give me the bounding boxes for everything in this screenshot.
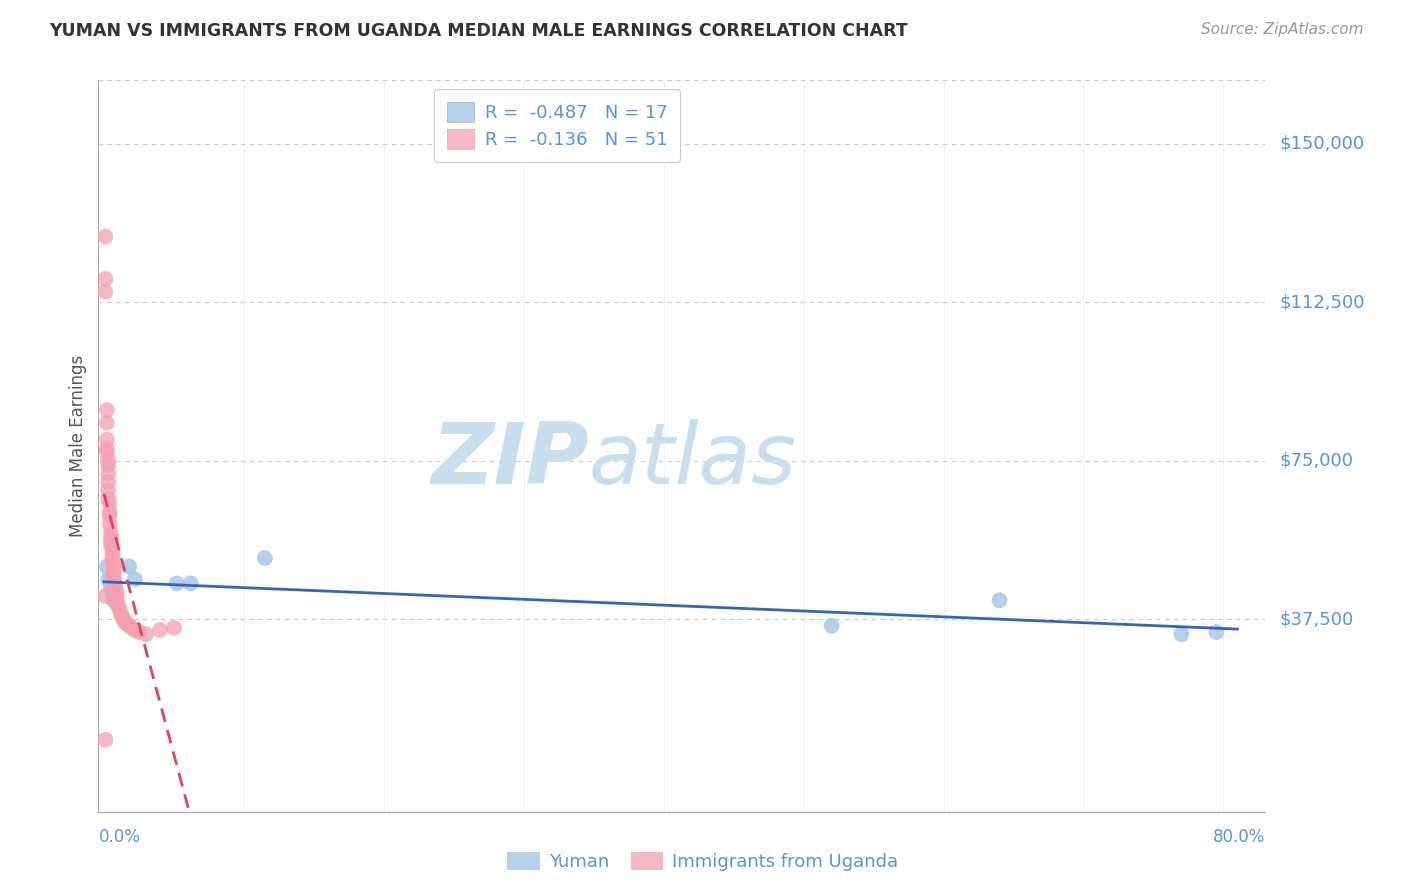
Point	[1170, 627, 1192, 641]
Point	[94, 732, 117, 747]
Point	[124, 623, 146, 637]
Point	[988, 593, 1011, 607]
Text: $75,000: $75,000	[1279, 451, 1354, 470]
Point	[94, 285, 117, 299]
Point	[105, 593, 128, 607]
Point	[101, 547, 124, 561]
Point	[97, 467, 120, 481]
Point	[101, 589, 124, 603]
Point	[820, 618, 842, 632]
Point	[104, 581, 127, 595]
Text: 80.0%: 80.0%	[1213, 829, 1265, 847]
Text: $150,000: $150,000	[1279, 135, 1364, 153]
Point	[98, 508, 121, 523]
Point	[94, 589, 117, 603]
Point	[149, 623, 172, 637]
Point	[96, 433, 118, 447]
Point	[107, 598, 129, 612]
Point	[97, 491, 120, 506]
Point	[96, 445, 118, 459]
Y-axis label: Median Male Earnings: Median Male Earnings	[69, 355, 87, 537]
Point	[97, 483, 120, 498]
Point	[105, 585, 128, 599]
Point	[103, 593, 125, 607]
Point	[100, 525, 122, 540]
Point	[118, 618, 141, 632]
Point	[101, 555, 124, 569]
Point	[104, 595, 127, 609]
Point	[94, 229, 117, 244]
Point	[96, 441, 118, 455]
Point	[101, 542, 124, 557]
Point	[96, 559, 118, 574]
Point	[124, 572, 146, 586]
Point	[96, 403, 118, 417]
Point	[98, 517, 121, 532]
Point	[103, 559, 125, 574]
Point	[96, 416, 118, 430]
Point	[100, 530, 122, 544]
Point	[112, 612, 135, 626]
Point	[103, 568, 125, 582]
Point	[114, 615, 136, 629]
Text: $112,500: $112,500	[1279, 293, 1365, 311]
Point	[103, 564, 125, 578]
Legend: Yuman, Immigrants from Uganda: Yuman, Immigrants from Uganda	[501, 845, 905, 879]
Text: $37,500: $37,500	[1279, 610, 1354, 628]
Point	[1205, 625, 1227, 640]
Point	[253, 551, 276, 566]
Point	[97, 572, 120, 586]
Point	[94, 272, 117, 286]
Point	[110, 606, 132, 620]
Point	[104, 576, 127, 591]
Point	[180, 576, 202, 591]
Point	[97, 458, 120, 472]
Point	[135, 627, 157, 641]
Point	[98, 574, 121, 589]
Text: atlas: atlas	[589, 419, 797, 502]
Point	[128, 625, 150, 640]
Point	[98, 504, 121, 518]
Legend: R =  -0.487   N = 17, R =  -0.136   N = 51: R = -0.487 N = 17, R = -0.136 N = 51	[434, 89, 681, 161]
Point	[98, 496, 121, 510]
Point	[97, 454, 120, 468]
Text: Source: ZipAtlas.com: Source: ZipAtlas.com	[1201, 22, 1364, 37]
Point	[100, 581, 122, 595]
Point	[97, 475, 120, 489]
Point	[108, 601, 131, 615]
Point	[100, 538, 122, 552]
Point	[118, 559, 141, 574]
Text: 0.0%: 0.0%	[98, 829, 141, 847]
Point	[101, 585, 124, 599]
Point	[166, 576, 188, 591]
Point	[100, 534, 122, 549]
Point	[103, 572, 125, 586]
Text: ZIP: ZIP	[430, 419, 589, 502]
Point	[121, 621, 143, 635]
Text: YUMAN VS IMMIGRANTS FROM UGANDA MEDIAN MALE EARNINGS CORRELATION CHART: YUMAN VS IMMIGRANTS FROM UGANDA MEDIAN M…	[49, 22, 908, 40]
Point	[111, 610, 134, 624]
Point	[101, 551, 124, 566]
Point	[105, 589, 128, 603]
Point	[115, 616, 138, 631]
Point	[163, 621, 186, 635]
